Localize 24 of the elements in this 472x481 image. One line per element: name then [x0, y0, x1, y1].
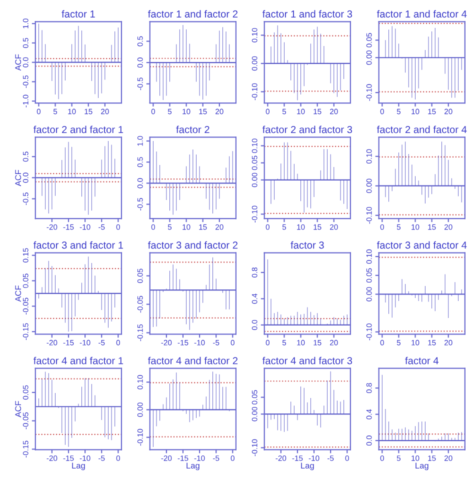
y-axis-title: ACF — [15, 285, 22, 302]
chart-title: factor 2 and factor 3 — [262, 126, 352, 134]
chart-title: factor 3 and factor 4 — [376, 241, 467, 249]
chart-title: factor 1 and factor 2 — [148, 10, 238, 18]
chart-title: factor 4 and factor 2 — [148, 356, 238, 364]
y-axis-title: ACF — [15, 54, 22, 71]
x-axis-title: Lag — [72, 462, 85, 470]
chart-title: factor 4 and factor 3 — [262, 356, 352, 364]
chart-title: factor 3 and factor 2 — [148, 241, 238, 249]
x-axis-title: Lag — [416, 462, 428, 470]
chart-title: factor 4 — [405, 356, 438, 364]
chart-title: factor 2 and factor 1 — [34, 126, 124, 134]
x-axis-title: Lag — [186, 462, 200, 470]
chart-title: factor 1 and factor 4 — [376, 10, 467, 18]
x-axis-title: Lag — [301, 462, 314, 470]
chart-title: factor 3 — [290, 241, 324, 249]
chart-title: factor 2 — [176, 126, 210, 134]
chart-title: factor 1 and factor 3 — [262, 10, 352, 18]
chart-title: factor 2 and factor 4 — [376, 126, 467, 134]
chart-title: factor 1 — [62, 10, 95, 18]
y-axis-title: ACF — [15, 401, 22, 418]
y-axis-title: ACF — [15, 170, 22, 186]
chart-title: factor 4 and factor 1 — [34, 356, 124, 364]
chart-title: factor 3 and factor 1 — [34, 241, 124, 249]
